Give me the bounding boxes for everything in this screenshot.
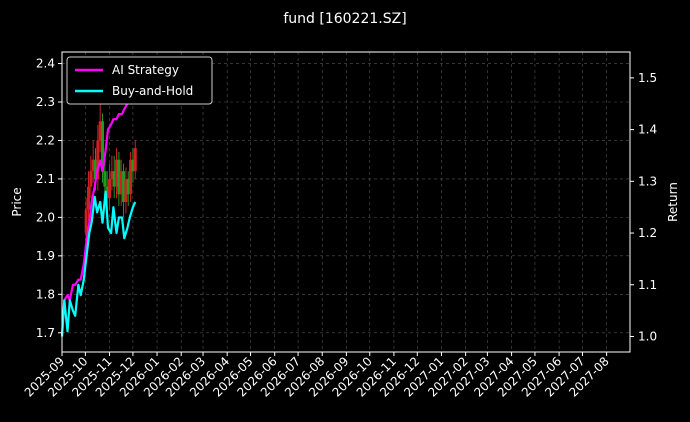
- y2-tick-label: 1.5: [638, 71, 657, 85]
- candle-body: [133, 148, 137, 172]
- y2-tick-label: 1.0: [638, 329, 657, 343]
- y-tick-label: 2.4: [36, 57, 55, 71]
- y2-axis-label: Return: [666, 182, 680, 222]
- series-lines: [60, 72, 137, 337]
- y-tick-label: 2.3: [36, 95, 55, 109]
- y-tick-label: 1.7: [36, 326, 55, 340]
- candle-body: [98, 121, 102, 141]
- y2-tick-label: 1.1: [638, 278, 657, 292]
- y-tick-label: 2.0: [36, 210, 55, 224]
- candle-body: [124, 178, 128, 202]
- y-tick-label: 1.8: [36, 287, 55, 301]
- y-axis-left: 1.7 1.8 1.9 2.0 2.1 2.2 2.3 2.4: [36, 57, 62, 340]
- candle-body: [119, 171, 123, 195]
- candle-body: [131, 159, 135, 172]
- candle-body: [105, 186, 109, 199]
- candle-body: [103, 171, 107, 187]
- candle-body: [94, 159, 98, 179]
- candle-body: [110, 171, 114, 179]
- candles: [84, 102, 137, 245]
- y-tick-label: 1.9: [36, 249, 55, 263]
- y-tick-label: 2.1: [36, 172, 55, 186]
- candle-body: [84, 209, 88, 233]
- y-axis-label: Price: [10, 187, 24, 216]
- candle-body: [126, 178, 130, 195]
- legend-box: [66, 56, 213, 105]
- candle-body: [117, 159, 121, 195]
- legend-label-ai-strategy: AI Strategy: [112, 63, 179, 77]
- series-line-buy-and-hold: [60, 190, 137, 337]
- y-axis-right: 1.0 1.1 1.2 1.3 1.4 1.5: [630, 71, 657, 343]
- candle-body: [96, 140, 100, 179]
- legend-label-buy-and-hold: Buy-and-Hold: [112, 84, 193, 98]
- legend: AI Strategy Buy-and-Hold: [66, 56, 213, 105]
- y2-tick-label: 1.2: [638, 226, 657, 240]
- y2-tick-label: 1.4: [638, 123, 657, 137]
- candle-body: [91, 159, 95, 172]
- candle-body: [112, 171, 116, 187]
- candle-body: [108, 178, 112, 199]
- y-tick-label: 2.2: [36, 133, 55, 147]
- series-line-ai-strategy: [60, 72, 137, 337]
- chart-title: fund [160221.SZ]: [283, 11, 406, 27]
- candle-body: [101, 121, 105, 172]
- grid: [61, 52, 630, 352]
- y2-tick-label: 1.3: [638, 174, 657, 188]
- candle-body: [86, 186, 90, 210]
- candle-body: [115, 159, 119, 187]
- candle-body: [89, 171, 93, 187]
- candle-body: [129, 159, 133, 195]
- candle-body: [122, 171, 126, 202]
